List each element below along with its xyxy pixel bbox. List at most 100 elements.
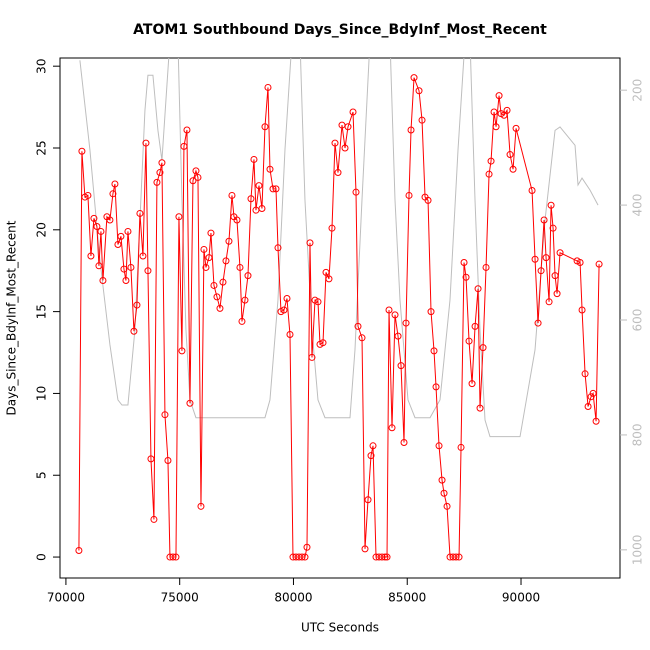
data-point <box>233 216 241 224</box>
data-point <box>139 252 147 260</box>
data-point <box>156 169 164 177</box>
data-point <box>528 187 536 195</box>
data-point <box>341 144 349 152</box>
data-point <box>78 147 86 155</box>
data-point <box>158 159 166 167</box>
data-point <box>361 545 369 553</box>
series-line <box>79 58 599 438</box>
x-tick-label: 75000 <box>161 591 199 605</box>
data-point <box>120 265 128 273</box>
data-point <box>578 306 586 314</box>
plot-area <box>75 58 603 561</box>
data-point <box>385 306 393 314</box>
data-point <box>430 347 438 355</box>
y2-tick-label: 600 <box>631 309 645 332</box>
data-point <box>547 201 555 209</box>
data-point <box>106 216 114 224</box>
data-point <box>551 272 559 280</box>
data-point <box>169 553 177 561</box>
data-point <box>189 177 197 185</box>
data-point <box>381 553 389 561</box>
data-point <box>314 298 322 306</box>
data-point <box>161 411 169 419</box>
data-point <box>468 380 476 388</box>
data-point <box>474 285 482 293</box>
data-point <box>455 553 463 561</box>
data-point <box>432 383 440 391</box>
data-point <box>261 123 269 131</box>
data-point <box>95 262 103 270</box>
data-point <box>537 267 545 275</box>
data-point <box>144 267 152 275</box>
data-point <box>581 370 589 378</box>
data-point <box>500 111 508 119</box>
data-point <box>405 191 413 199</box>
y-tick-label: 10 <box>35 386 49 401</box>
y2-tick-label: 1000 <box>631 535 645 566</box>
data-point <box>322 268 330 276</box>
data-point <box>492 123 500 131</box>
data-point <box>172 553 180 561</box>
data-point <box>325 275 333 283</box>
data-point <box>319 339 327 347</box>
data-point <box>452 553 460 561</box>
data-point <box>328 224 336 232</box>
data-point <box>383 553 391 561</box>
data-point <box>241 296 249 304</box>
x-axis-label: UTC Seconds <box>301 621 379 635</box>
data-point <box>388 424 396 432</box>
data-point <box>142 139 150 147</box>
data-point <box>183 126 191 134</box>
data-point <box>238 317 246 325</box>
data-point <box>236 263 244 271</box>
data-point <box>465 337 473 345</box>
data-point <box>476 404 484 412</box>
data-point <box>301 553 309 561</box>
y-tick-label: 25 <box>35 140 49 155</box>
data-point <box>255 182 263 190</box>
data-point <box>269 185 277 193</box>
chart-title: ATOM1 Southbound Days_Since_BdyInf_Most_… <box>133 22 547 38</box>
data-point <box>479 344 487 352</box>
x-tick-label: 85000 <box>388 591 426 605</box>
data-point <box>495 92 503 100</box>
data-point <box>202 263 210 271</box>
data-point <box>280 306 288 314</box>
data-point <box>354 322 362 330</box>
data-point <box>394 332 402 340</box>
data-point <box>482 263 490 271</box>
data-point <box>349 108 357 116</box>
data-point <box>410 74 418 82</box>
data-point <box>225 237 233 245</box>
data-point <box>272 185 280 193</box>
y-axis-label: Days_Since_BdyInf_Most_Recent <box>5 220 19 415</box>
data-point <box>509 165 517 173</box>
data-point <box>589 389 597 397</box>
data-point <box>534 319 542 327</box>
data-point <box>549 224 557 232</box>
data-point <box>369 442 377 450</box>
data-point <box>150 515 158 523</box>
data-point <box>111 180 119 188</box>
data-point <box>367 452 375 460</box>
data-point <box>124 227 132 235</box>
data-point <box>424 196 432 204</box>
data-point <box>490 108 498 116</box>
y2-tick-label: 400 <box>631 194 645 217</box>
data-point <box>207 229 215 237</box>
data-point <box>443 502 451 510</box>
data-point <box>200 245 208 253</box>
data-point <box>592 417 600 425</box>
data-point <box>178 347 186 355</box>
data-point <box>247 195 255 203</box>
data-point <box>122 277 130 285</box>
data-point <box>503 106 511 114</box>
data-point <box>308 353 316 361</box>
data-point <box>99 277 107 285</box>
data-point <box>485 170 493 178</box>
data-point <box>219 278 227 286</box>
data-point <box>402 319 410 327</box>
data-point <box>93 223 101 231</box>
data-point <box>258 205 266 213</box>
